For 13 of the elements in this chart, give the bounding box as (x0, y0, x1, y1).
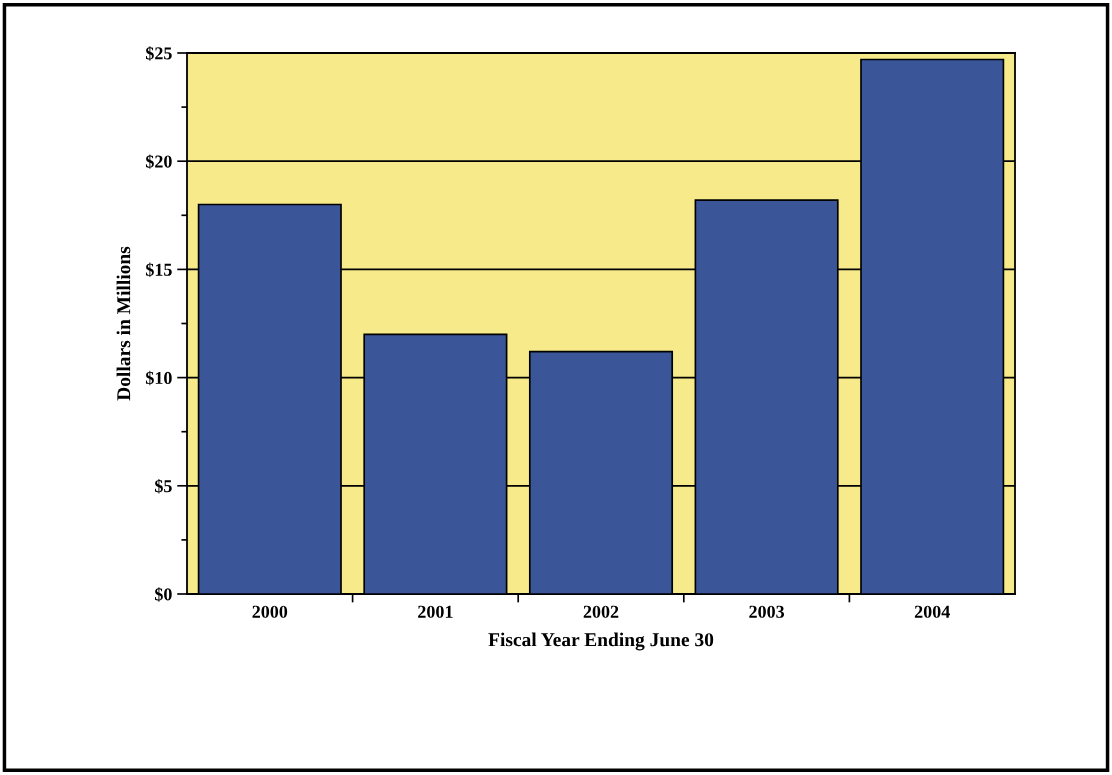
y-axis-title: Dollars in Millions (116, 246, 131, 401)
y-tick-label: $20 (145, 154, 172, 169)
x-tick-label: 2002 (583, 605, 619, 618)
x-tick-label: 2003 (749, 605, 785, 618)
y-tick-label: $5 (155, 478, 172, 494)
y-tick-label: $15 (145, 262, 172, 278)
y-tick-label: $10 (145, 370, 172, 386)
y-tick-label: $0 (155, 587, 172, 602)
x-axis-title: Fiscal Year Ending June 30 (488, 632, 714, 651)
x-tick-label: 2004 (914, 605, 950, 618)
x-tick-label: 2001 (418, 605, 453, 618)
y-tick-label: $25 (145, 46, 172, 61)
x-tick-label: 2000 (252, 605, 288, 618)
